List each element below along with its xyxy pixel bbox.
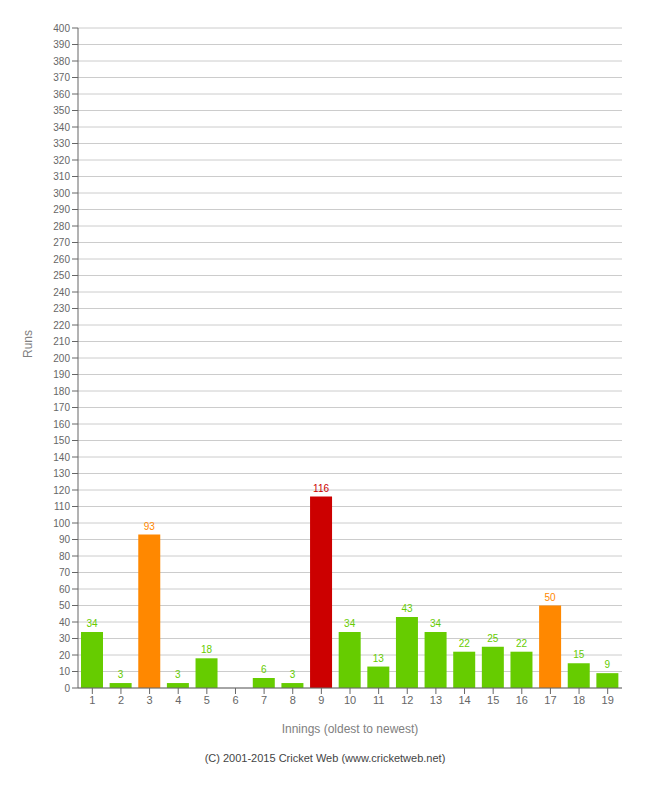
svg-text:330: 330: [53, 138, 70, 149]
svg-text:22: 22: [516, 638, 528, 649]
svg-text:17: 17: [544, 694, 556, 706]
svg-text:200: 200: [53, 353, 70, 364]
svg-text:2: 2: [118, 694, 124, 706]
svg-text:10: 10: [344, 694, 356, 706]
svg-text:50: 50: [59, 600, 71, 611]
svg-text:12: 12: [401, 694, 413, 706]
svg-text:19: 19: [602, 694, 614, 706]
svg-text:Runs: Runs: [21, 330, 35, 358]
svg-text:18: 18: [573, 694, 585, 706]
svg-text:50: 50: [545, 592, 557, 603]
svg-text:5: 5: [204, 694, 210, 706]
svg-text:7: 7: [261, 694, 267, 706]
svg-text:220: 220: [53, 320, 70, 331]
svg-text:4: 4: [175, 694, 181, 706]
svg-text:6: 6: [232, 694, 238, 706]
svg-text:3: 3: [118, 669, 124, 680]
svg-text:350: 350: [53, 105, 70, 116]
svg-text:60: 60: [59, 584, 71, 595]
svg-text:34: 34: [86, 618, 98, 629]
svg-text:22: 22: [459, 638, 471, 649]
svg-text:110: 110: [54, 501, 70, 512]
svg-text:93: 93: [144, 521, 156, 532]
svg-text:390: 390: [53, 39, 70, 50]
svg-text:240: 240: [53, 287, 70, 298]
svg-text:80: 80: [59, 551, 71, 562]
svg-text:14: 14: [458, 694, 470, 706]
svg-text:10: 10: [59, 666, 71, 677]
svg-text:116: 116: [313, 483, 329, 494]
svg-text:170: 170: [53, 402, 70, 413]
svg-text:30: 30: [59, 633, 71, 644]
svg-text:40: 40: [59, 617, 71, 628]
svg-text:180: 180: [53, 386, 70, 397]
svg-text:190: 190: [53, 369, 70, 380]
html-text:(C) 2001-2015 Cricket Web (www: (C) 2001-2015 Cricket Web (www.cricketwe…: [204, 752, 446, 764]
svg-text:20: 20: [59, 650, 71, 661]
svg-text:90: 90: [59, 534, 71, 545]
svg-text:15: 15: [573, 649, 585, 660]
svg-text:43: 43: [401, 603, 413, 614]
svg-text:250: 250: [53, 270, 70, 281]
svg-text:230: 230: [53, 303, 70, 314]
svg-text:210: 210: [53, 336, 70, 347]
svg-text:16: 16: [516, 694, 528, 706]
svg-text:13: 13: [373, 653, 385, 664]
svg-text:25: 25: [487, 633, 499, 644]
svg-text:320: 320: [53, 155, 70, 166]
svg-text:100: 100: [53, 518, 70, 529]
svg-text:380: 380: [53, 56, 70, 67]
svg-text:11: 11: [373, 694, 384, 706]
svg-text:300: 300: [53, 188, 70, 199]
svg-text:9: 9: [605, 659, 611, 670]
svg-text:270: 270: [53, 237, 70, 248]
svg-text:70: 70: [59, 567, 71, 578]
svg-text:160: 160: [53, 419, 70, 430]
svg-text:290: 290: [53, 204, 70, 215]
svg-text:370: 370: [53, 72, 70, 83]
svg-text:18: 18: [201, 644, 213, 655]
svg-text:400: 400: [53, 23, 70, 34]
svg-text:310: 310: [53, 171, 70, 182]
svg-text:34: 34: [344, 618, 356, 629]
svg-text:360: 360: [53, 89, 70, 100]
svg-text:9: 9: [318, 694, 324, 706]
svg-text:260: 260: [53, 254, 70, 265]
svg-text:15: 15: [487, 694, 499, 706]
svg-text:340: 340: [53, 122, 70, 133]
svg-text:120: 120: [53, 485, 70, 496]
svg-text:280: 280: [53, 221, 70, 232]
svg-text:140: 140: [53, 452, 70, 463]
svg-text:1: 1: [89, 694, 95, 706]
svg-text:13: 13: [430, 694, 442, 706]
svg-text:3: 3: [147, 694, 153, 706]
svg-text:3: 3: [290, 669, 296, 680]
svg-text:3: 3: [175, 669, 181, 680]
svg-text:6: 6: [261, 664, 267, 675]
svg-text:34: 34: [430, 618, 442, 629]
svg-text:150: 150: [53, 435, 70, 446]
svg-text:8: 8: [290, 694, 296, 706]
svg-text:130: 130: [53, 468, 70, 479]
svg-text:0: 0: [64, 683, 70, 694]
svg-text:Innings (oldest to newest): Innings (oldest to newest): [282, 722, 419, 736]
